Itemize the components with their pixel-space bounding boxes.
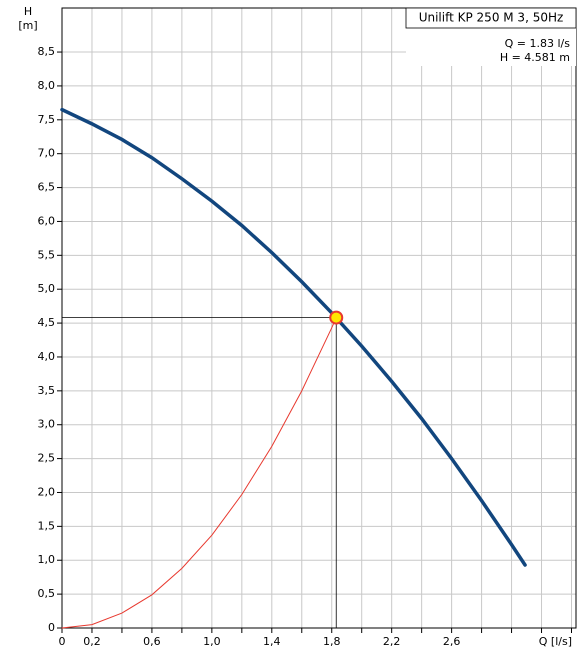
y-tick-label: 6,5 xyxy=(38,181,56,194)
x-tick-label: 0,2 xyxy=(83,635,101,648)
x-tick-label: 0 xyxy=(59,635,66,648)
y-tick-label: 1,0 xyxy=(38,553,56,566)
y-tick-label: 8,0 xyxy=(38,79,56,92)
y-tick-label: 2,0 xyxy=(38,485,56,498)
y-tick-label: 1,5 xyxy=(38,519,56,532)
x-tick-label: 1,8 xyxy=(323,635,341,648)
x-tick-label: 0,6 xyxy=(143,635,161,648)
curve xyxy=(61,317,337,629)
y-tick-label: 3,5 xyxy=(38,384,56,397)
x-axis-label: Q [l/s] xyxy=(539,635,572,648)
plot-frame xyxy=(61,7,577,629)
operating-point xyxy=(329,310,344,325)
info-line: Q = 1.83 l/s xyxy=(505,37,571,50)
chart-title: Unilift KP 250 M 3, 50Hz xyxy=(419,11,564,25)
curve xyxy=(60,107,527,567)
plot-area xyxy=(62,8,576,628)
y-tick-label: 8,5 xyxy=(38,45,56,58)
y-tick-label: 2,5 xyxy=(38,452,56,465)
y-axis-unit: [m] xyxy=(18,19,37,32)
y-tick-label: 5,5 xyxy=(38,248,56,261)
info-line: H = 4.581 m xyxy=(500,51,570,64)
y-tick-label: 6,0 xyxy=(38,214,56,227)
y-axis-label: H xyxy=(24,5,32,18)
y-tick-label: 4,0 xyxy=(38,350,56,363)
y-tick-label: 4,5 xyxy=(38,316,56,329)
y-tick-label: 3,0 xyxy=(38,418,56,431)
y-tick-label: 0,5 xyxy=(38,587,56,600)
title-box xyxy=(405,7,577,29)
x-tick-label: 1,4 xyxy=(263,635,281,648)
x-tick-label: 2,6 xyxy=(443,635,461,648)
y-tick-label: 5,0 xyxy=(38,282,56,295)
y-tick-label: 7,5 xyxy=(38,113,56,126)
x-tick-label: 2,2 xyxy=(383,635,401,648)
x-tick-label: 1,0 xyxy=(203,635,221,648)
y-tick-label: 0 xyxy=(48,621,55,634)
y-tick-label: 7,0 xyxy=(38,147,56,160)
